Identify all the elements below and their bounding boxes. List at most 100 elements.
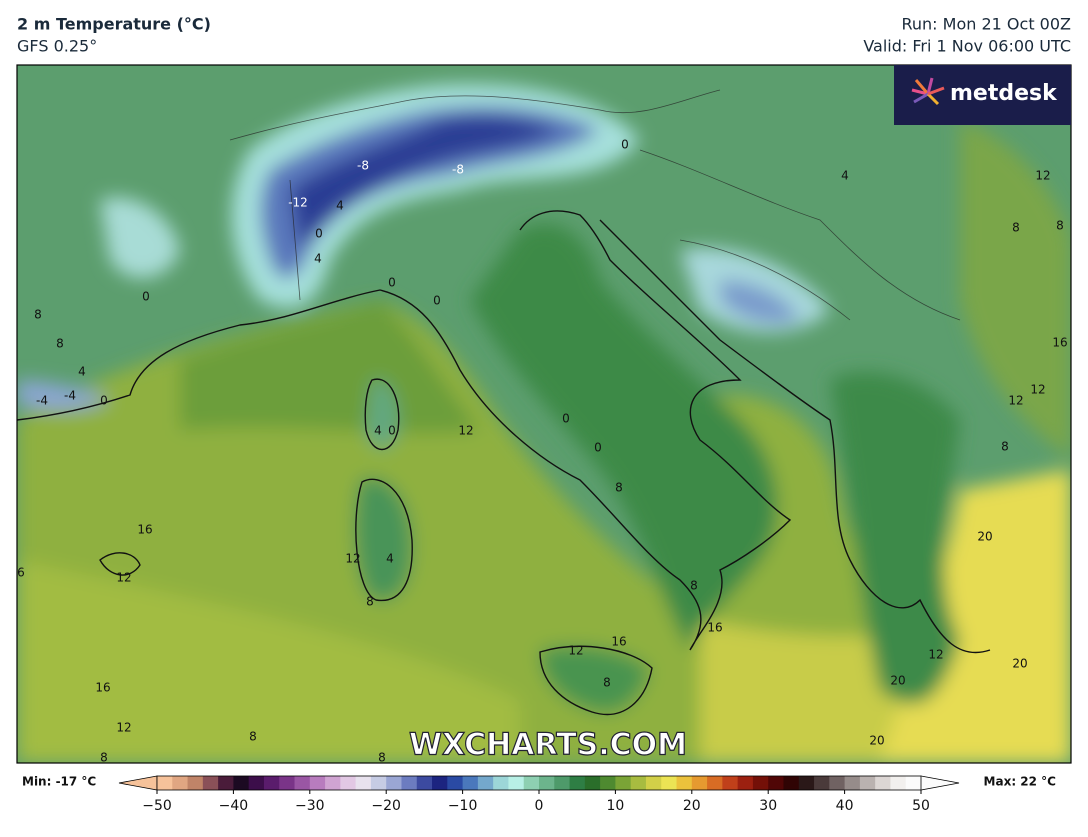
colorbar-cell xyxy=(523,776,540,790)
contour-label: -12 xyxy=(288,196,308,210)
contour-label: 8 xyxy=(1012,221,1020,235)
contour-label: 0 xyxy=(388,276,396,290)
colorbar-cell xyxy=(493,776,509,790)
colorbar-cell xyxy=(172,776,189,790)
colorbar-cell xyxy=(248,776,265,790)
contour-label: 0 xyxy=(100,394,108,408)
colorbar-tick-label: −10 xyxy=(448,798,478,814)
contour-label: 12 xyxy=(1008,394,1023,408)
colorbar-end xyxy=(118,775,158,791)
contour-label: 8 xyxy=(1056,219,1064,233)
contour-label: 12 xyxy=(928,648,943,662)
colorbar-cell xyxy=(630,776,647,790)
colorbar-cell xyxy=(187,776,204,790)
colorbar-cell xyxy=(157,776,173,790)
colorbar-cell xyxy=(584,776,601,790)
valid: Valid: Fri 1 Nov 06:00 UTC xyxy=(863,37,1071,56)
contour-label: 16 xyxy=(137,523,152,537)
colorbar-cell xyxy=(401,776,418,790)
contour-label: 20 xyxy=(869,734,884,748)
colorbar-tick-label: −50 xyxy=(142,798,172,814)
colorbar-cell xyxy=(783,776,800,790)
contour-label: 6 xyxy=(17,566,25,580)
contour-label: 20 xyxy=(1012,657,1027,671)
watermark: WXCHARTS.COM xyxy=(409,728,687,763)
colorbar-cell xyxy=(340,776,357,790)
contour-label: 0 xyxy=(142,290,150,304)
map-frame xyxy=(16,64,1072,764)
contour-label: 8 xyxy=(366,595,374,609)
colorbar-cell xyxy=(462,776,479,790)
colorbar-cell xyxy=(416,776,433,790)
logo-text: metdesk xyxy=(950,81,1058,106)
colorbar-cell xyxy=(691,776,708,790)
contour-label: 0 xyxy=(433,294,441,308)
colorbar-cell xyxy=(829,776,846,790)
colorbar-cell xyxy=(859,776,876,790)
contour-label: 12 xyxy=(116,721,131,735)
contour-label: 12 xyxy=(116,571,131,585)
colorbar-cell xyxy=(263,776,280,790)
colorbar-cell xyxy=(768,776,784,790)
contour-label: 4 xyxy=(841,169,849,183)
contour-label: 12 xyxy=(345,552,360,566)
contour-label: 20 xyxy=(977,530,992,544)
colorbar-tick-label: 30 xyxy=(759,798,777,814)
contour-label: 12 xyxy=(1035,169,1050,183)
colorbar-tick-label: −40 xyxy=(219,798,249,814)
contour-label: 8 xyxy=(34,308,42,322)
colorbar-tick-label: 20 xyxy=(683,798,701,814)
colorbar-cell xyxy=(752,776,769,790)
colorbar-cell xyxy=(554,776,571,790)
colorbar-tick-label: 50 xyxy=(912,798,930,814)
colorbar-cell xyxy=(615,776,632,790)
contour-label: 8 xyxy=(603,676,611,690)
colorbar-end xyxy=(920,775,960,791)
colorbar-tick-label: −20 xyxy=(371,798,401,814)
colorbar-cell xyxy=(890,776,907,790)
contour-label: 0 xyxy=(315,227,323,241)
contour-label: 12 xyxy=(458,424,473,438)
colorbar-cell xyxy=(386,776,402,790)
colorbar-cell xyxy=(202,776,219,790)
colorbar-cell xyxy=(294,776,311,790)
colorbar-tick-label: 0 xyxy=(535,798,544,814)
colorbar-cell xyxy=(707,776,723,790)
colorbar-cell xyxy=(875,776,891,790)
colorbar-cell xyxy=(279,776,296,790)
contour-label: 16 xyxy=(611,635,626,649)
contour-label: 16 xyxy=(95,681,110,695)
colorbar-cell xyxy=(477,776,494,790)
contour-label: 4 xyxy=(386,552,394,566)
contour-label: -4 xyxy=(36,394,48,408)
colorbar-cell xyxy=(447,776,464,790)
title: 2 m Temperature (°C) xyxy=(17,15,211,34)
contour-label: 16 xyxy=(1052,336,1067,350)
colorbar-cell xyxy=(233,776,250,790)
contour-label: 0 xyxy=(621,138,629,152)
colorbar-cell xyxy=(661,776,678,790)
model: GFS 0.25° xyxy=(17,37,97,56)
logo: metdesk xyxy=(894,65,1071,125)
contour-label: 8 xyxy=(1001,440,1009,454)
colorbar-cell xyxy=(432,776,448,790)
colorbar-tick-label: 10 xyxy=(606,798,624,814)
contour-label: 16 xyxy=(707,621,722,635)
contour-label: 0 xyxy=(388,424,396,438)
colorbar-cell xyxy=(844,776,861,790)
colorbar-cell xyxy=(676,776,693,790)
contour-label: 8 xyxy=(690,579,698,593)
colorbar-cell xyxy=(645,776,662,790)
colorbar-cell xyxy=(798,776,815,790)
colorbar-cell xyxy=(569,776,586,790)
run: Run: Mon 21 Oct 00Z xyxy=(902,15,1072,34)
contour-label: 20 xyxy=(890,674,905,688)
colorbar-cell xyxy=(722,776,739,790)
contour-label: 12 xyxy=(568,644,583,658)
colorbar-cell xyxy=(814,776,830,790)
contour-label: -8 xyxy=(452,163,464,177)
map xyxy=(17,65,1071,763)
contour-label: 8 xyxy=(249,730,257,744)
